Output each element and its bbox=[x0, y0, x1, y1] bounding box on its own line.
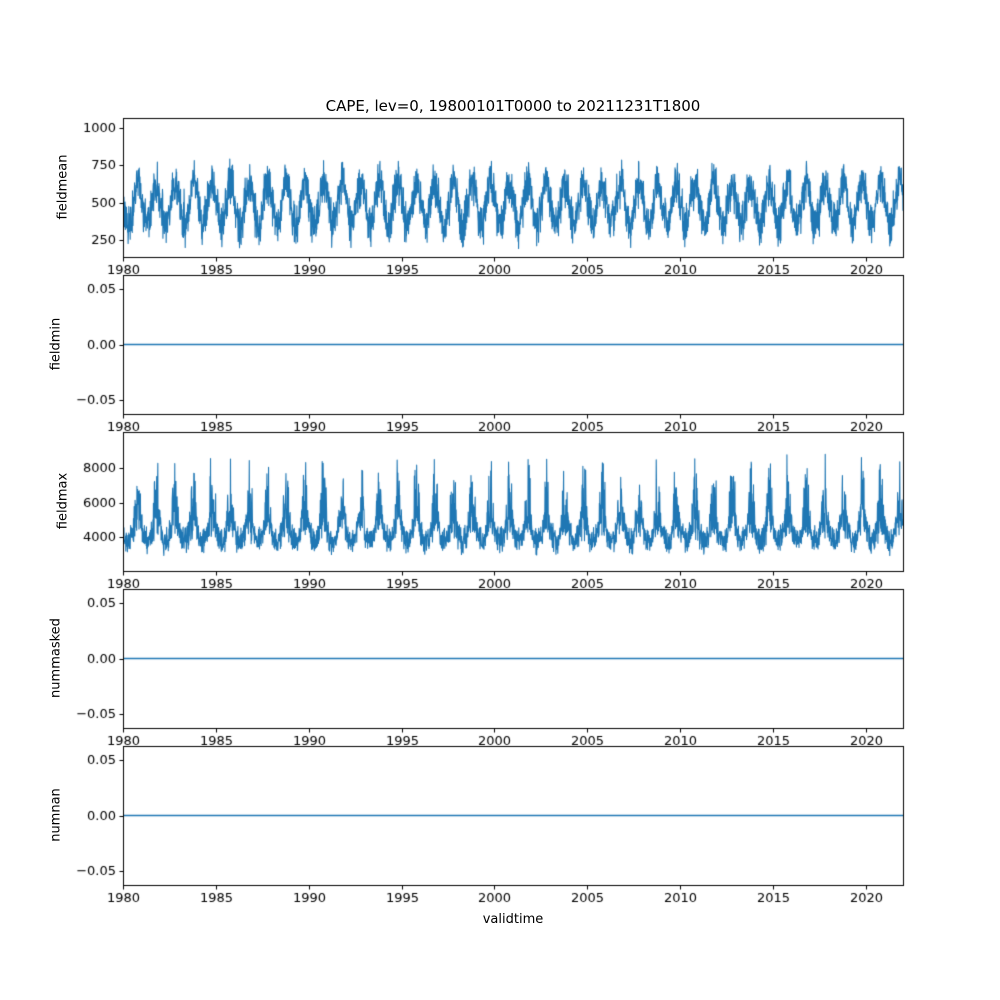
ylabel-fieldmean: fieldmean bbox=[55, 154, 71, 220]
chart-title: CAPE, lev=0, 19800101T0000 to 20211231T1… bbox=[325, 97, 701, 115]
ylabel-fieldmax: fieldmax bbox=[55, 472, 71, 530]
ylabel-numnan: numnan bbox=[48, 788, 64, 842]
x-axis-label: validtime bbox=[482, 912, 544, 927]
ylabel-fieldmin: fieldmin bbox=[48, 317, 64, 371]
ylabel-nummasked: nummasked bbox=[48, 618, 64, 698]
